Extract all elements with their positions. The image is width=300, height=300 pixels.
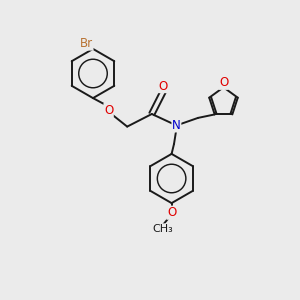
Text: O: O [167, 206, 176, 219]
Text: Br: Br [80, 37, 93, 50]
Text: O: O [219, 76, 228, 89]
Text: N: N [172, 119, 181, 132]
Text: O: O [159, 80, 168, 93]
Text: CH₃: CH₃ [152, 224, 173, 234]
Text: O: O [104, 103, 113, 117]
